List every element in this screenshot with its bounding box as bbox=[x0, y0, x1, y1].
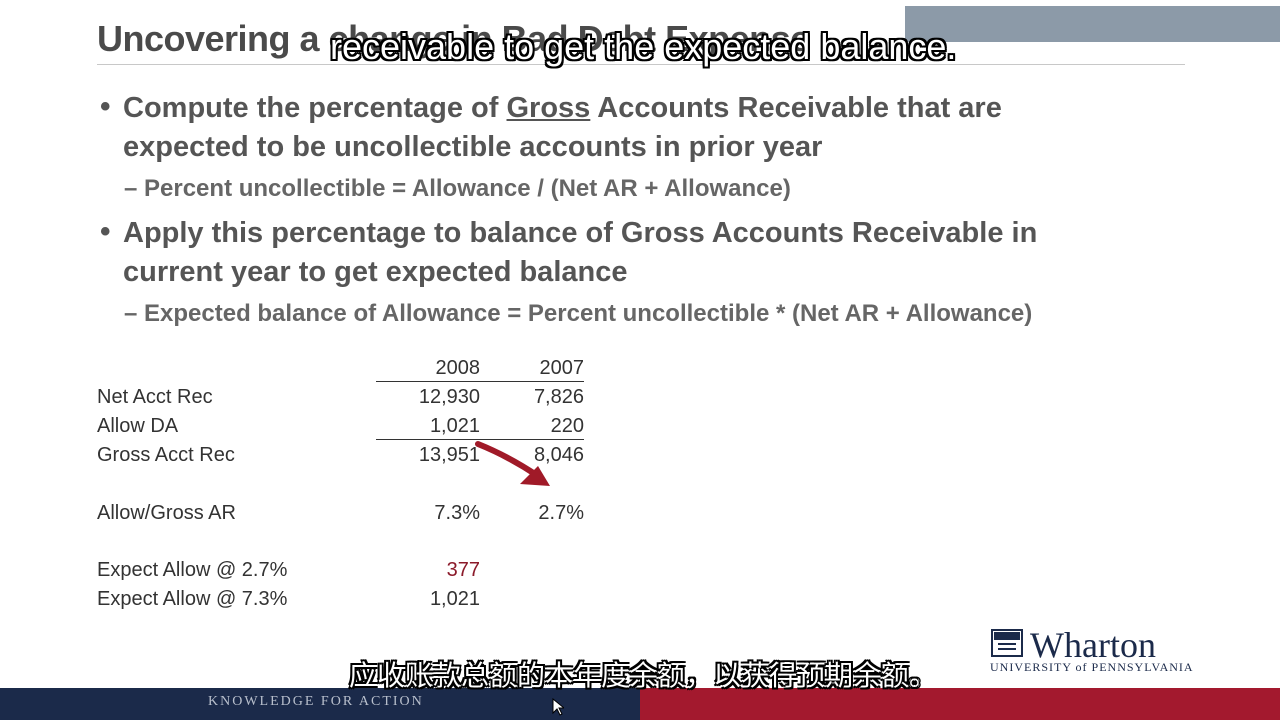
footer-bar-red bbox=[640, 688, 1280, 720]
slide-title: Uncovering a change in Bad Debt Expense bbox=[97, 18, 810, 59]
cell-2007: 2.7% bbox=[538, 502, 584, 524]
cell-2008-highlight: 377 bbox=[446, 559, 480, 581]
subtitle-caption-top: receivable to get the expected balance. bbox=[330, 26, 957, 67]
cell-2008: 7.3% bbox=[434, 502, 480, 524]
wharton-logo-text: Wharton bbox=[1030, 625, 1156, 665]
top-banner bbox=[905, 6, 1280, 42]
bullet-dot: • bbox=[100, 215, 111, 248]
header-rule bbox=[376, 381, 584, 382]
row-label: Gross Acct Rec bbox=[97, 444, 235, 466]
bullet-2-line-1: Apply this percentage to balance of Gros… bbox=[123, 217, 1038, 249]
cell-2007: 7,826 bbox=[533, 386, 584, 408]
bullet-dot: • bbox=[100, 90, 111, 123]
bullet-1-line-2: expected to be uncollectible accounts in… bbox=[123, 131, 823, 163]
row-label: Expect Allow @ 7.3% bbox=[97, 588, 288, 610]
subtotal-rule bbox=[376, 439, 584, 440]
footer-bar-navy bbox=[0, 688, 640, 720]
row-label: Expect Allow @ 2.7% bbox=[97, 559, 288, 581]
bullet-1-post: Accounts Receivable that are bbox=[590, 92, 1002, 124]
subtitle-caption-bottom: 应收账款总额的本年度余额，以获得预期余额。 bbox=[349, 660, 938, 691]
row-label: Allow/Gross AR bbox=[97, 502, 236, 524]
university-logo-text: UNIVERSITY of PENNSYLVANIA bbox=[990, 660, 1194, 674]
bullet-1-sub: – Percent uncollectible = Allowance / (N… bbox=[124, 175, 791, 202]
title-divider bbox=[97, 64, 1185, 65]
annotation-arrow-icon bbox=[475, 441, 550, 486]
row-label: Allow DA bbox=[97, 415, 179, 437]
bullet-2-line-2: current year to get expected balance bbox=[123, 256, 628, 288]
bullet-1-pre: Compute the percentage of bbox=[123, 92, 507, 124]
cell-2007: 8,046 bbox=[533, 444, 584, 466]
bullet-1-line-1: Compute the percentage of Gross Accounts… bbox=[123, 89, 1002, 128]
bullet-1-underlined: Gross bbox=[506, 92, 591, 124]
cell-2008: 1,021 bbox=[429, 588, 480, 610]
bullet-2-sub: – Expected balance of Allowance = Percen… bbox=[124, 300, 1033, 327]
wharton-shield-icon bbox=[991, 629, 1023, 657]
column-header-2007: 2007 bbox=[539, 357, 585, 379]
footer-tagline: KNOWLEDGE FOR ACTION bbox=[208, 694, 424, 709]
column-header-2008: 2008 bbox=[435, 357, 481, 379]
mouse-cursor-icon bbox=[552, 698, 564, 716]
row-label: Net Acct Rec bbox=[97, 386, 213, 408]
cell-2008: 1,021 bbox=[429, 415, 480, 437]
cell-2007: 220 bbox=[550, 415, 584, 437]
cell-2008: 12,930 bbox=[418, 386, 480, 408]
cell-2008: 13,951 bbox=[418, 444, 480, 466]
